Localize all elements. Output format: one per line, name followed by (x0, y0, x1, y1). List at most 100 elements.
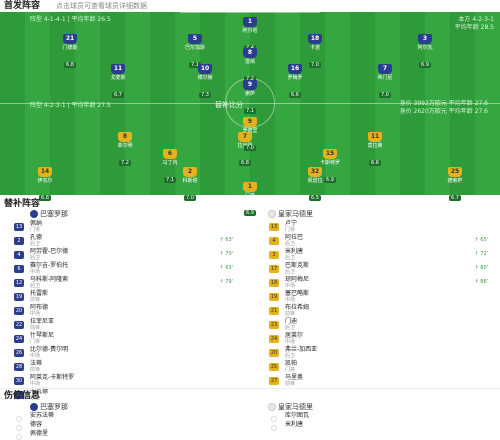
player-marker[interactable]: 25 德索萨 6.7 (435, 167, 475, 203)
player-name: 索萨 (244, 91, 255, 97)
player-marker[interactable]: 6 马丁内 7.1 (150, 149, 190, 185)
shirt-number: 27 (269, 377, 279, 385)
shirt-icon: 16 (288, 64, 302, 74)
list-item[interactable]: 19 托雷斯 前锋 (0, 290, 245, 304)
list-item[interactable]: 4 阿劳霍-巴尔德 后卫 ↑ 70' (0, 248, 245, 262)
player-position: 后卫 (30, 395, 41, 401)
shirt-number: 17 (269, 265, 279, 273)
list-item[interactable]: 23 门迪 后卫 (255, 318, 500, 332)
player-marker[interactable]: 3 阿尔瓦 6.9 (405, 34, 445, 70)
player-marker[interactable]: 32 佩雷拉 6.5 (295, 167, 335, 203)
player-name: 科斯塔 (182, 178, 198, 184)
shirt-icon: 25 (448, 167, 462, 177)
player-position: 中场 (30, 353, 41, 359)
list-item[interactable]: 3 米利唐 后卫 ↑ 72' (255, 248, 500, 262)
shirt-number: 13 (269, 223, 279, 231)
list-item[interactable]: 19 塞巴略斯 中场 (255, 290, 500, 304)
list-item[interactable]: 佩德里伤病 (0, 430, 245, 440)
list-item[interactable]: 28 法蒂 前锋 (0, 360, 245, 374)
player-marker[interactable]: 16 罗梅罗 6.6 (275, 64, 315, 100)
player-marker[interactable]: 1 门将 6.9 (230, 182, 270, 218)
player-name: 库尔图瓦 (285, 412, 310, 419)
player-marker[interactable]: 10 博尔赫 7.3 (185, 64, 225, 100)
player-marker[interactable]: 11 戈麦斯 6.7 (98, 64, 138, 100)
player-rating: 6.6 (289, 92, 301, 98)
shirt-icon: 18 (308, 34, 322, 44)
shirt-icon: 21 (63, 34, 77, 44)
list-item[interactable]: 6 赛尔吉-罗伯托 中场 ↑ 63' (0, 262, 245, 276)
player-marker[interactable]: 9 罗德里 7.0 (230, 117, 270, 153)
shirt-number: 28 (14, 363, 24, 371)
list-item[interactable]: 26 比尔德-费尔明 中场 (0, 346, 245, 360)
sub-time: ↑ 86' (474, 279, 488, 285)
lineup-header: 首发阵容 点击球员可查看球员详细数据 (0, 0, 500, 12)
subs-away-team: 皇家马德里 (268, 209, 313, 219)
shirt-icon: 15 (323, 149, 337, 159)
player-name: 卡诺 (309, 45, 320, 51)
list-item[interactable]: 2 孔德 后卫 ↑ 63' (0, 234, 245, 248)
player-marker[interactable]: 15 卡斯特罗 6.9 (310, 149, 350, 185)
player-marker[interactable]: 2 科斯塔 7.0 (170, 167, 210, 203)
list-item[interactable]: 30 阿莱克-卡斯特罗 中场 (0, 374, 245, 388)
home-subs-list: 13 佩纳 门将 2 孔德 后卫 ↑ 63' 4 阿劳霍-巴尔德 后卫 ↑ 70' 6 赛尔吉-罗伯托中… (0, 220, 245, 402)
list-item[interactable]: 31 卡瓦德 后卫 (0, 388, 245, 402)
player-position: 后卫 (285, 353, 296, 359)
player-position: 中场 (30, 269, 41, 275)
list-item[interactable]: 德容伤病 (0, 421, 245, 431)
player-marker[interactable]: 18 卡诺 7.0 (295, 34, 335, 70)
list-item[interactable]: 20 弗兰-加西亚 后卫 (255, 346, 500, 360)
list-item[interactable]: 17 巴斯克斯 后卫 ↑ 80' (255, 262, 500, 276)
list-item[interactable]: 24 什琴斯尼 门将 (0, 332, 245, 346)
player-name: 布拉希姆 (285, 304, 310, 311)
shirt-icon: 14 (38, 167, 52, 177)
injury-icon (271, 416, 277, 422)
player-name: 凯帕 (285, 360, 298, 367)
list-item[interactable]: 13 佩纳 门将 (0, 220, 245, 234)
list-item[interactable]: 27 马里奥 前锋 (255, 374, 500, 388)
player-rating: 6.8 (64, 62, 76, 68)
list-item[interactable]: 25 凯帕 门将 (255, 360, 500, 374)
player-marker[interactable]: 14 伊瓦尔 6.8 (25, 167, 65, 203)
player-marker[interactable]: 21 门德斯 6.8 (50, 34, 90, 70)
list-item[interactable]: 22 拉菲尼亚 前锋 (0, 318, 245, 332)
list-item[interactable]: 21 布拉希姆 前锋 (255, 304, 500, 318)
player-name: 阿劳霍-巴尔德 (30, 248, 69, 255)
player-position: 前锋 (285, 311, 296, 317)
player-marker[interactable]: 5 巴尔加斯 7.1 (175, 34, 215, 70)
shirt-icon: 2 (183, 167, 197, 177)
shirt-number: 23 (269, 321, 279, 329)
injury-icon (16, 425, 22, 431)
list-item[interactable]: 20 阿布德 中场 (0, 304, 245, 318)
list-item[interactable]: 库尔图瓦伤病 (255, 412, 500, 422)
player-name: 门迪 (285, 318, 298, 325)
shirt-number: 25 (269, 363, 279, 371)
shirt-number: 30 (14, 377, 24, 385)
player-name: 卡瓦德 (30, 388, 49, 395)
player-marker[interactable]: 11 莫拉莱 6.6 (355, 132, 395, 168)
sub-time: ↑ 65' (474, 237, 488, 243)
shirt-number: 2 (14, 237, 24, 245)
player-name: 佩德里 (30, 430, 49, 437)
list-item[interactable]: 安苏法蒂伤病 (0, 412, 245, 422)
away-subs-list: 13 卢宁 门将 4 阿拉巴 后卫 ↑ 65' 3 米利唐 后卫 ↑ 72' 17 巴斯克斯 后卫 ↑ 80… (255, 220, 500, 388)
list-item[interactable]: 米利唐伤病 (255, 421, 500, 431)
player-marker[interactable]: 8 雷纳 7.2 (230, 48, 270, 84)
player-position: 中场 (285, 339, 296, 345)
player-name: 弗兰-加西亚 (285, 346, 318, 353)
list-item[interactable]: 24 居莱尔 中场 (255, 332, 500, 346)
player-position: 中场 (30, 311, 41, 317)
shirt-icon: 11 (111, 64, 125, 74)
list-item[interactable]: 18 琼阿梅尼 中场 ↑ 86' (255, 276, 500, 290)
list-item[interactable]: 13 卢宁 门将 (255, 220, 500, 234)
shirt-icon: 9 (243, 117, 257, 127)
player-marker[interactable]: 7 希门尼 7.0 (365, 64, 405, 100)
shirt-icon: 8 (118, 132, 132, 142)
list-item[interactable]: 4 阿拉巴 后卫 ↑ 65' (255, 234, 500, 248)
barcelona-logo-icon (30, 403, 38, 411)
player-marker[interactable]: 8 菲尔明 7.2 (105, 132, 145, 168)
player-position: 门将 (285, 227, 296, 233)
player-position: 后卫 (30, 241, 41, 247)
player-rating: 7.1 (164, 177, 176, 183)
player-marker[interactable]: 9 索萨 7.1 (230, 80, 270, 116)
list-item[interactable]: 12 马科斯-阿隆索 后卫 ↑ 79' (0, 276, 245, 290)
